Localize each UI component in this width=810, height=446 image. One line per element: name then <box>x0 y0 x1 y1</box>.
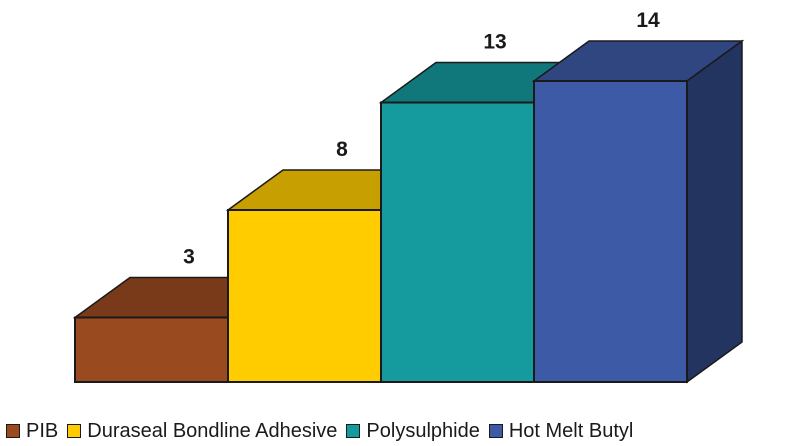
legend-item: Hot Melt Butyl <box>488 419 634 443</box>
bar-front-face <box>533 80 688 383</box>
legend-swatch <box>346 424 361 438</box>
bar-front-face <box>380 101 535 383</box>
bars-layer <box>72 39 745 384</box>
chart-legend: PIB Duraseal Bondline Adhesive Polysulphid… <box>6 420 642 442</box>
data-label: 3 <box>183 246 195 269</box>
bar-front-face <box>74 316 229 383</box>
legend-label: Hot Melt Butyl <box>508 419 634 442</box>
legend-label: Polysulphide <box>366 419 480 442</box>
data-labels-layer: 3 8 13 14 <box>183 9 660 269</box>
legend-label: PIB <box>26 419 59 442</box>
legend-item: Polysulphide <box>346 419 480 443</box>
bar-chart: 3 8 13 14 <box>72 9 745 384</box>
bar-front-face <box>227 209 382 383</box>
legend-swatch <box>6 424 20 438</box>
data-label: 14 <box>636 9 660 32</box>
data-label: 13 <box>483 31 506 54</box>
legend-item: Duraseal Bondline Adhesive <box>67 420 337 443</box>
data-label: 8 <box>336 138 348 161</box>
bar-side-face <box>686 39 743 384</box>
legend-swatch <box>67 424 82 438</box>
legend-label: Duraseal Bondline Adhesive <box>87 419 338 442</box>
bar-hot-melt-butyl <box>531 39 745 384</box>
legend-item: PIB <box>6 420 58 443</box>
legend-swatch <box>488 424 503 438</box>
